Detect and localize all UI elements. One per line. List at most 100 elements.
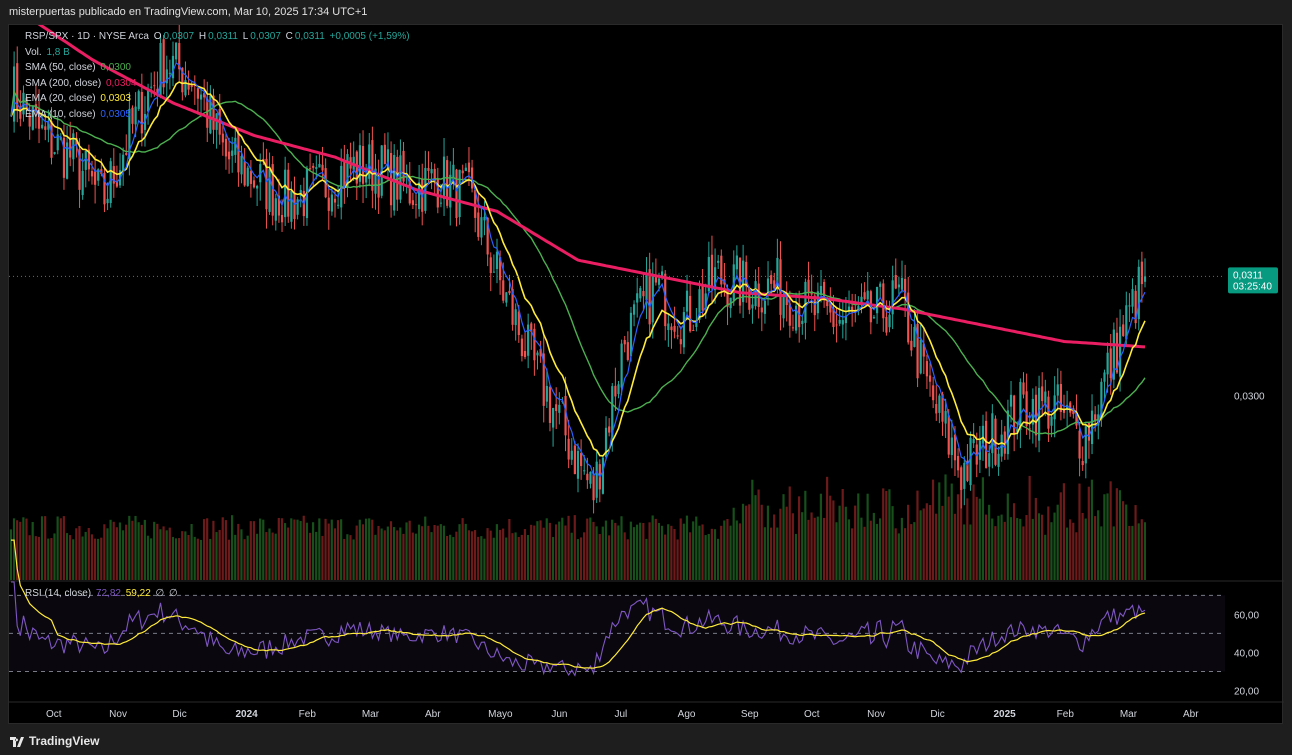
- volume-bar: [405, 522, 408, 580]
- volume-bar: [797, 496, 801, 580]
- candle-body: [446, 160, 449, 206]
- volume-bar: [368, 518, 371, 580]
- candle-body: [975, 444, 978, 465]
- candle-body: [773, 280, 776, 289]
- close-label: C: [285, 31, 293, 42]
- volume-bar: [611, 519, 614, 580]
- volume-bar: [698, 525, 701, 580]
- volume-bar: [635, 524, 639, 580]
- candle-body: [960, 467, 963, 491]
- volume-bar: [863, 526, 866, 580]
- volume-bar: [19, 521, 22, 580]
- candle-body: [679, 339, 682, 345]
- volume-bar: [97, 538, 100, 580]
- time-tick-label: Feb: [299, 709, 317, 720]
- candle-body: [558, 404, 561, 413]
- volume-bar: [128, 515, 131, 580]
- volume-bar: [209, 538, 212, 580]
- candle-body: [224, 138, 228, 157]
- chart-panel[interactable]: 0,0300 0,0311 03:25:40 60,00 40,00 20,00 Oct No…: [8, 24, 1284, 725]
- candle-body: [467, 162, 471, 173]
- volume-bar: [623, 532, 626, 580]
- volume-bar: [40, 516, 44, 580]
- volume-bar: [900, 517, 903, 580]
- volume-bar: [685, 515, 689, 580]
- candle-body: [1009, 394, 1013, 407]
- volume-bar: [268, 528, 271, 580]
- volume-bar: [944, 474, 947, 580]
- volume-bar: [318, 518, 321, 580]
- candle-body: [436, 179, 439, 208]
- volume-bar: [187, 534, 190, 580]
- candle-body: [1006, 410, 1010, 455]
- candle-body: [673, 325, 676, 332]
- volume-bar: [383, 530, 386, 580]
- volume-bar: [237, 523, 240, 580]
- candle-body: [639, 288, 642, 299]
- volume-bar: [910, 524, 913, 580]
- candle-body: [804, 281, 807, 323]
- volume-bar: [729, 525, 732, 580]
- candle-body: [539, 349, 542, 357]
- volume-bar: [489, 530, 492, 580]
- candle-body: [1090, 410, 1094, 445]
- volume-bar: [520, 534, 523, 580]
- candle-body: [212, 95, 215, 130]
- volume-bar: [1131, 525, 1134, 580]
- volume-bar: [408, 520, 411, 580]
- rsi-line: [11, 581, 1146, 677]
- candle-body: [293, 192, 296, 219]
- volume-bar: [657, 523, 660, 580]
- volume-bar: [511, 533, 514, 580]
- volume-bar: [598, 534, 601, 580]
- volume-bar: [1128, 525, 1131, 580]
- volume-bar: [832, 500, 835, 580]
- last-price-badge: [1228, 267, 1278, 294]
- volume-bar: [340, 519, 343, 580]
- volume-bar: [1062, 483, 1065, 580]
- volume-bar: [875, 523, 879, 580]
- candle-body: [499, 257, 502, 281]
- volume-bar: [352, 539, 355, 580]
- candle-body: [1062, 409, 1066, 413]
- time-tick-label: Sep: [741, 709, 759, 720]
- candle-body: [586, 473, 589, 481]
- candle-body: [187, 83, 190, 90]
- main-legend: RSP/SPX · 1D · NYSE Arca O 0,0307 H 0,0311…: [25, 29, 412, 122]
- volume-bar: [1003, 521, 1006, 580]
- volume-bar: [280, 518, 284, 580]
- time-tick-label: Dic: [172, 709, 186, 720]
- volume-bar: [433, 524, 436, 580]
- open-value: 0,0307: [163, 31, 195, 42]
- volume-bar: [215, 532, 218, 580]
- volume-bar: [336, 520, 340, 580]
- time-tick-label: Mayo: [488, 709, 513, 720]
- volume-bar: [106, 528, 109, 580]
- ema20-row: EMA (20, close) 0,0303: [25, 91, 412, 107]
- bottom-bar: TradingView: [0, 728, 1292, 755]
- volume-bar: [1016, 518, 1019, 580]
- candle-body: [75, 137, 78, 145]
- tradingview-brand[interactable]: TradingView: [10, 734, 99, 748]
- volume-bar: [1006, 493, 1009, 580]
- price-tick-label: 0,0300: [1234, 392, 1265, 403]
- rsi-extra-1: ∅: [155, 588, 165, 599]
- volume-bar: [115, 527, 118, 580]
- candle-body: [888, 314, 891, 328]
- candle-body: [146, 90, 150, 112]
- volume-bar: [885, 490, 888, 580]
- volume-bar: [252, 521, 255, 580]
- volume-bar: [897, 533, 900, 580]
- volume-bar: [492, 537, 495, 580]
- candle-body: [972, 439, 975, 444]
- volume-bar: [997, 515, 1000, 580]
- volume-bar: [1081, 512, 1084, 580]
- candle-body: [346, 154, 349, 188]
- candle-body: [570, 450, 573, 460]
- publisher-line: misterpuertas publicado en TradingView.c…: [9, 6, 368, 18]
- volume-bar: [1109, 481, 1112, 580]
- top-bar: misterpuertas publicado en TradingView.c…: [0, 0, 1292, 24]
- volume-bar: [1059, 492, 1062, 580]
- volume-bar: [12, 518, 16, 580]
